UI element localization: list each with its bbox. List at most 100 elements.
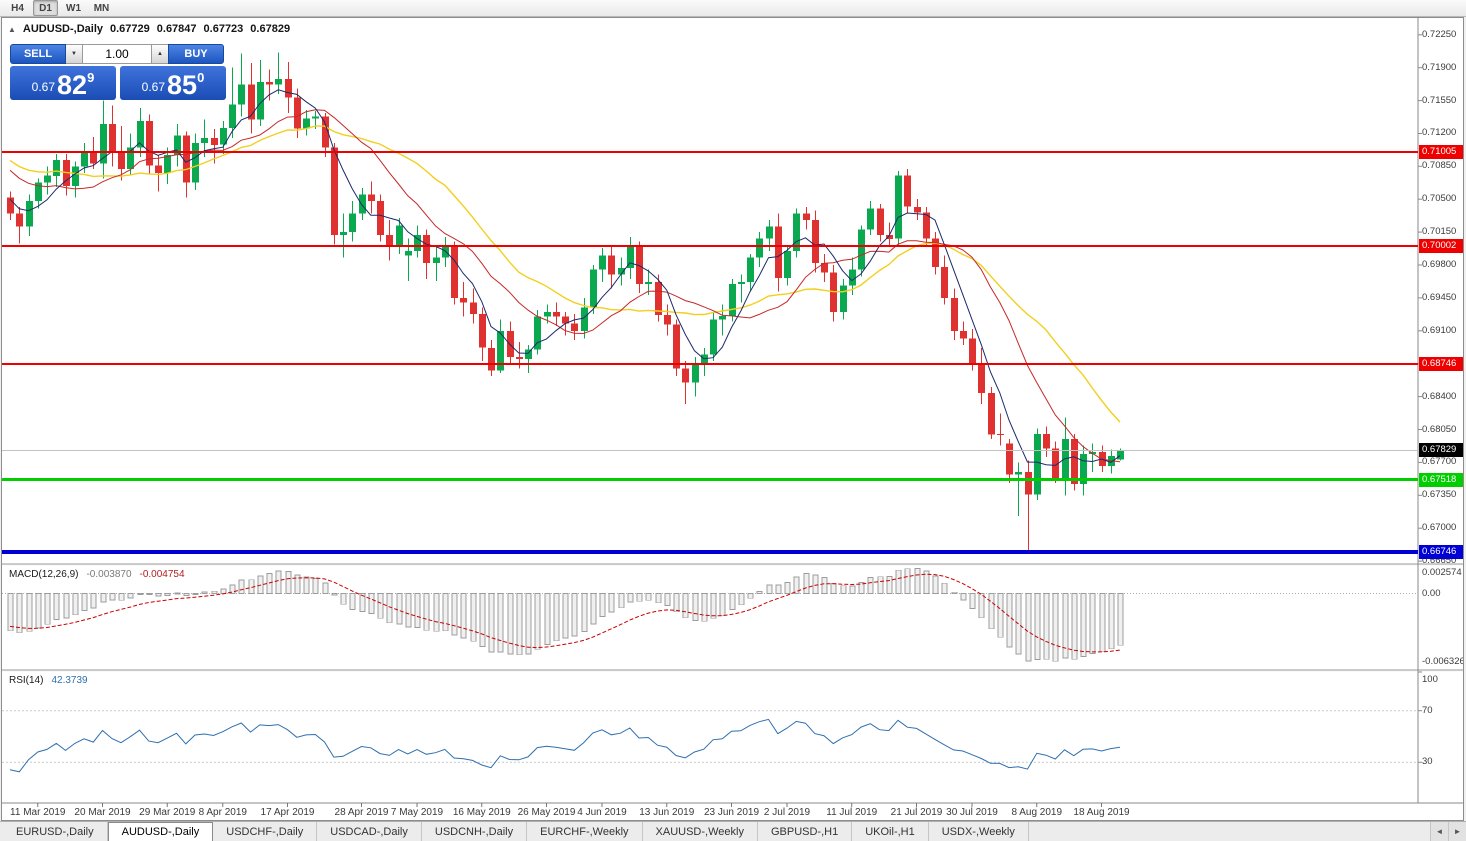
window-collapse-icon: ▲ <box>8 24 16 34</box>
candle-body <box>90 152 97 164</box>
tabs-scroll-left-icon[interactable]: ◄ <box>1430 822 1448 841</box>
chart-tab-usdx[interactable]: USDX-,Weekly <box>928 822 1029 841</box>
macd-bar <box>590 593 597 625</box>
macd-bar <box>1108 593 1115 650</box>
macd-bar <box>756 591 763 594</box>
candle-body <box>877 208 884 235</box>
chart-tab-xauusd[interactable]: XAUUSD-,Weekly <box>642 822 758 841</box>
candle-body <box>1117 450 1124 460</box>
candle-body <box>340 232 347 235</box>
candle-body <box>1052 448 1059 479</box>
ma-slow-line <box>9 125 1121 423</box>
candle-body <box>7 197 14 214</box>
candle-body <box>303 118 310 129</box>
bar-close-value: 0.67829 <box>250 23 291 35</box>
macd-bar <box>895 569 902 594</box>
macd-bar <box>608 593 615 613</box>
candle-body <box>932 238 939 267</box>
chart-tab-gbpusd[interactable]: GBPUSD-,H1 <box>757 822 853 841</box>
macd-bar <box>44 593 51 625</box>
macd-bar <box>803 573 810 594</box>
macd-bar <box>349 593 356 610</box>
volume-up-icon[interactable]: ▲ <box>152 44 168 64</box>
macd-bar <box>423 593 430 631</box>
macd-bar <box>109 593 116 601</box>
candle-body <box>229 104 236 128</box>
macd-bar <box>16 593 23 634</box>
rsi-line <box>9 718 1121 773</box>
macd-bar <box>294 574 301 595</box>
candle-body <box>516 357 523 360</box>
candle-body <box>35 182 42 202</box>
candle-body <box>571 323 578 331</box>
candle-body <box>405 250 412 256</box>
candle-body <box>812 219 819 264</box>
macd-bar <box>7 593 14 632</box>
macd-bar <box>377 593 384 619</box>
candle-body <box>562 316 569 324</box>
volume-input[interactable]: 1.00 <box>82 44 152 64</box>
sell-button[interactable]: SELL <box>10 44 66 64</box>
macd-bar <box>655 593 662 604</box>
timeframe-d1-button[interactable]: D1 <box>33 0 58 16</box>
bar-open-value: 0.67729 <box>110 23 150 35</box>
macd-bar <box>386 593 393 624</box>
ma-mid-line <box>9 109 1121 463</box>
timeframe-w1-button[interactable]: W1 <box>66 2 81 14</box>
candle-body <box>544 312 551 317</box>
macd-bar <box>100 593 107 603</box>
candle-body <box>433 257 440 264</box>
chart-info: ▲ AUDUSD-,Daily 0.67729 0.67847 0.67723 … <box>8 23 290 35</box>
chart-tab-eurusd[interactable]: EURUSD-,Daily <box>3 822 108 841</box>
macd-bar <box>830 583 837 594</box>
chart-canvas[interactable] <box>2 18 1463 820</box>
candle-body <box>803 213 810 220</box>
macd-bar <box>331 593 338 596</box>
macd-bar <box>488 593 495 653</box>
chart-tab-usdcad[interactable]: USDCAD-,Daily <box>317 822 422 841</box>
macd-bar <box>1052 593 1059 662</box>
macd-bar <box>988 593 995 630</box>
candle-body <box>840 285 847 312</box>
bid-price-big-digits: 82 <box>57 70 88 100</box>
candle-body <box>359 194 366 214</box>
tabs-scroll-right-icon[interactable]: ► <box>1448 822 1466 841</box>
macd-bar <box>784 582 791 595</box>
macd-bar <box>645 593 652 601</box>
candle-body <box>525 349 532 359</box>
bid-price-display[interactable]: 0.67 82 9 <box>10 66 116 100</box>
bid-price-prefix: 0.67 <box>31 80 56 94</box>
macd-bar <box>238 579 245 594</box>
chart-tab-eurchf[interactable]: EURCHF-,Weekly <box>527 822 643 841</box>
candle-body <box>858 229 865 270</box>
candles-layer <box>7 52 1124 550</box>
candle-body <box>1080 454 1087 485</box>
buy-button[interactable]: BUY <box>168 44 224 64</box>
volume-down-icon[interactable]: ▼ <box>66 44 82 64</box>
macd-bar <box>932 575 939 594</box>
macd-bar <box>544 593 551 645</box>
candle-body <box>192 142 199 183</box>
chart-tab-audusd[interactable]: AUDUSD-,Daily <box>107 822 214 841</box>
timeframe-h4-button[interactable]: H4 <box>11 2 24 14</box>
candle-body <box>636 246 643 284</box>
macd-bar <box>729 593 736 610</box>
candle-body <box>830 272 837 313</box>
chart-tab-usdcnh[interactable]: USDCNH-,Daily <box>421 822 528 841</box>
macd-bar <box>997 593 1004 638</box>
timeframe-mn-button[interactable]: MN <box>93 2 110 14</box>
macd-bar <box>812 574 819 594</box>
candle-body <box>590 269 597 308</box>
chart-tab-usdchf[interactable]: USDCHF-,Daily <box>213 822 318 841</box>
rsi-name: RSI(14) <box>9 675 44 686</box>
macd-bar <box>710 593 717 619</box>
candle-body <box>627 246 634 268</box>
macd-bar <box>673 593 680 613</box>
chart-tab-ukoil[interactable]: UKOil-,H1 <box>852 822 929 841</box>
candle-body <box>497 330 504 371</box>
ask-price-display[interactable]: 0.67 85 0 <box>120 66 226 100</box>
macd-bar <box>164 593 171 596</box>
candle-body <box>451 246 458 298</box>
candle-body <box>581 307 588 331</box>
macd-bar <box>90 593 97 609</box>
